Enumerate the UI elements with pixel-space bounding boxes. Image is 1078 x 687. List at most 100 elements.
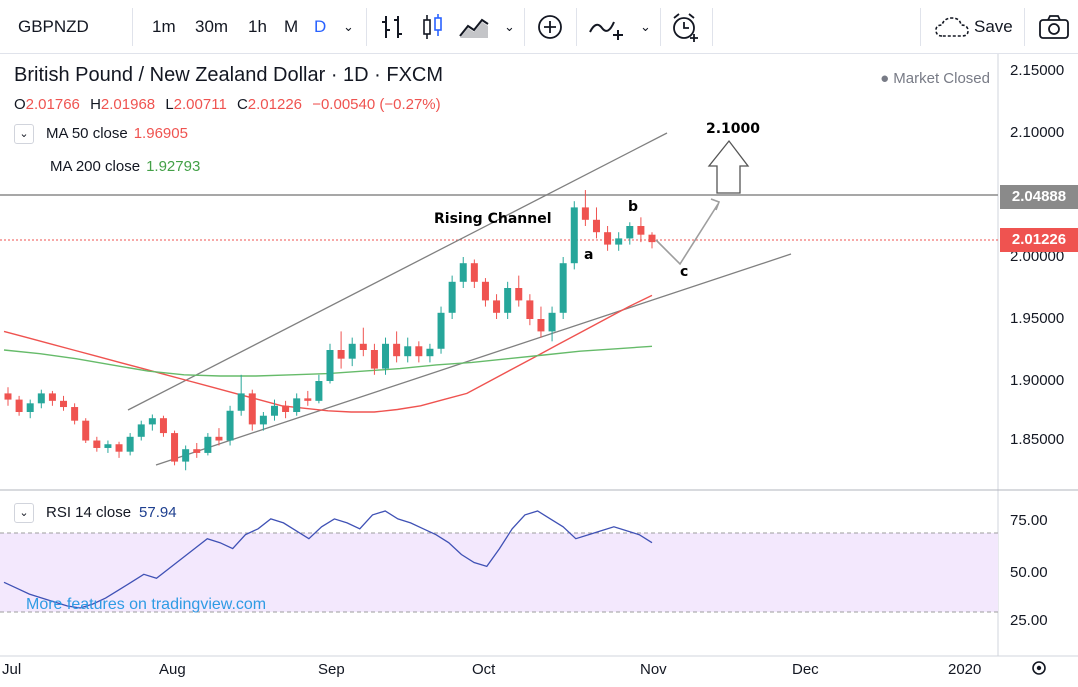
candle[interactable]: [148, 414, 156, 431]
rsi-collapse-chevron-icon[interactable]: ⌄: [14, 503, 34, 523]
candle[interactable]: [359, 327, 367, 357]
candle[interactable]: [648, 232, 656, 249]
candle[interactable]: [270, 399, 278, 421]
camera-snapshot-icon[interactable]: [1038, 14, 1070, 40]
save-button[interactable]: Save: [974, 17, 1013, 36]
interval-30m-button[interactable]: 30m: [195, 17, 229, 36]
candle[interactable]: [204, 433, 212, 456]
candle[interactable]: [126, 433, 134, 456]
target-up-arrow-icon[interactable]: [707, 139, 750, 194]
candle[interactable]: [226, 405, 234, 446]
candle[interactable]: [592, 207, 600, 239]
close-value: 2.01226: [247, 96, 303, 113]
channel-upper-trendline[interactable]: [127, 132, 668, 411]
symbol-search-button[interactable]: GBPNZD: [18, 17, 89, 36]
target-price-label[interactable]: 2.1000: [706, 121, 761, 137]
ma200-line[interactable]: [3, 345, 653, 377]
candle[interactable]: [637, 217, 645, 243]
candle[interactable]: [182, 445, 190, 471]
candle[interactable]: [48, 390, 56, 406]
candle[interactable]: [570, 201, 578, 270]
candles-chart-type-icon[interactable]: [420, 12, 446, 42]
candle[interactable]: [348, 337, 356, 367]
time-tick-label: Sep: [318, 661, 345, 678]
rising-channel-label[interactable]: Rising Channel: [434, 211, 552, 227]
wave-c-label[interactable]: c: [680, 264, 689, 280]
collapse-chevron-icon[interactable]: ⌄: [14, 124, 34, 144]
candle[interactable]: [370, 343, 378, 375]
alert-clock-icon[interactable]: [670, 12, 702, 44]
candle[interactable]: [248, 389, 256, 431]
candle[interactable]: [37, 389, 45, 409]
settings-gear-icon[interactable]: [1032, 661, 1046, 675]
indicators-add-icon[interactable]: [536, 12, 566, 42]
channel-lower-trendline[interactable]: [155, 253, 792, 466]
candle[interactable]: [93, 436, 101, 452]
candle[interactable]: [581, 190, 589, 226]
chart-type-chevron-icon[interactable]: ⌄: [504, 19, 515, 34]
interval-month-button[interactable]: M: [284, 17, 299, 36]
candle[interactable]: [104, 440, 112, 453]
candle[interactable]: [60, 395, 68, 411]
candle[interactable]: [459, 257, 467, 288]
candle[interactable]: [615, 232, 623, 251]
candle[interactable]: [493, 294, 501, 319]
candle[interactable]: [604, 226, 612, 251]
interval-1m-button[interactable]: 1m: [152, 17, 176, 36]
candle[interactable]: [337, 331, 345, 369]
candle[interactable]: [159, 415, 167, 437]
candle[interactable]: [515, 275, 523, 307]
candle[interactable]: [71, 403, 79, 425]
candle[interactable]: [404, 337, 412, 363]
wave-b-label[interactable]: b: [628, 199, 639, 215]
candle[interactable]: [504, 281, 512, 319]
interval-1h-button[interactable]: 1h: [248, 17, 267, 36]
bar-chart-type-icon[interactable]: [380, 12, 406, 42]
ma50-line[interactable]: [3, 294, 653, 413]
compare-chevron-icon[interactable]: ⌄: [640, 19, 651, 34]
candle[interactable]: [448, 275, 456, 319]
cloud-save-icon[interactable]: [934, 14, 970, 40]
candle[interactable]: [171, 430, 179, 466]
candle[interactable]: [426, 343, 434, 363]
candle[interactable]: [326, 343, 334, 384]
rsi-tick-label: 25.00: [1010, 612, 1048, 629]
candle[interactable]: [115, 441, 123, 458]
interval-day-button[interactable]: D: [314, 17, 327, 36]
rsi-line[interactable]: [3, 510, 653, 609]
candle[interactable]: [415, 341, 423, 363]
projection-arrow-path[interactable]: [655, 203, 719, 266]
candle[interactable]: [259, 412, 267, 431]
compare-symbol-icon[interactable]: [588, 12, 628, 42]
candle[interactable]: [526, 294, 534, 326]
candle[interactable]: [293, 393, 301, 416]
wave-a-label[interactable]: a: [584, 247, 594, 263]
candle[interactable]: [470, 259, 478, 288]
candle[interactable]: [4, 387, 12, 406]
candle[interactable]: [548, 306, 556, 342]
ma200-label[interactable]: MA 200 close: [50, 158, 141, 175]
candle[interactable]: [393, 331, 401, 363]
ma50-label[interactable]: MA 50 close: [46, 124, 128, 142]
candle[interactable]: [26, 399, 34, 419]
candle[interactable]: [282, 400, 290, 419]
candle[interactable]: [15, 395, 23, 416]
candle[interactable]: [193, 443, 201, 458]
price-tick-label: 1.85000: [1010, 431, 1065, 448]
candle[interactable]: [481, 278, 489, 307]
candle[interactable]: [82, 418, 90, 443]
area-chart-type-icon[interactable]: [458, 12, 490, 42]
candle[interactable]: [537, 306, 545, 338]
candle[interactable]: [215, 428, 223, 446]
candle[interactable]: [626, 222, 634, 245]
interval-dropdown-chevron-icon[interactable]: ⌄: [343, 19, 354, 34]
candle[interactable]: [437, 306, 445, 354]
candle[interactable]: [237, 374, 245, 416]
tradingview-watermark-link[interactable]: More features on tradingview.com: [26, 596, 267, 613]
candle[interactable]: [137, 420, 145, 441]
candle[interactable]: [559, 257, 567, 319]
candle[interactable]: [304, 390, 312, 406]
candle[interactable]: [315, 374, 323, 404]
candle[interactable]: [382, 337, 390, 375]
rsi-label[interactable]: RSI 14 close: [46, 503, 132, 521]
